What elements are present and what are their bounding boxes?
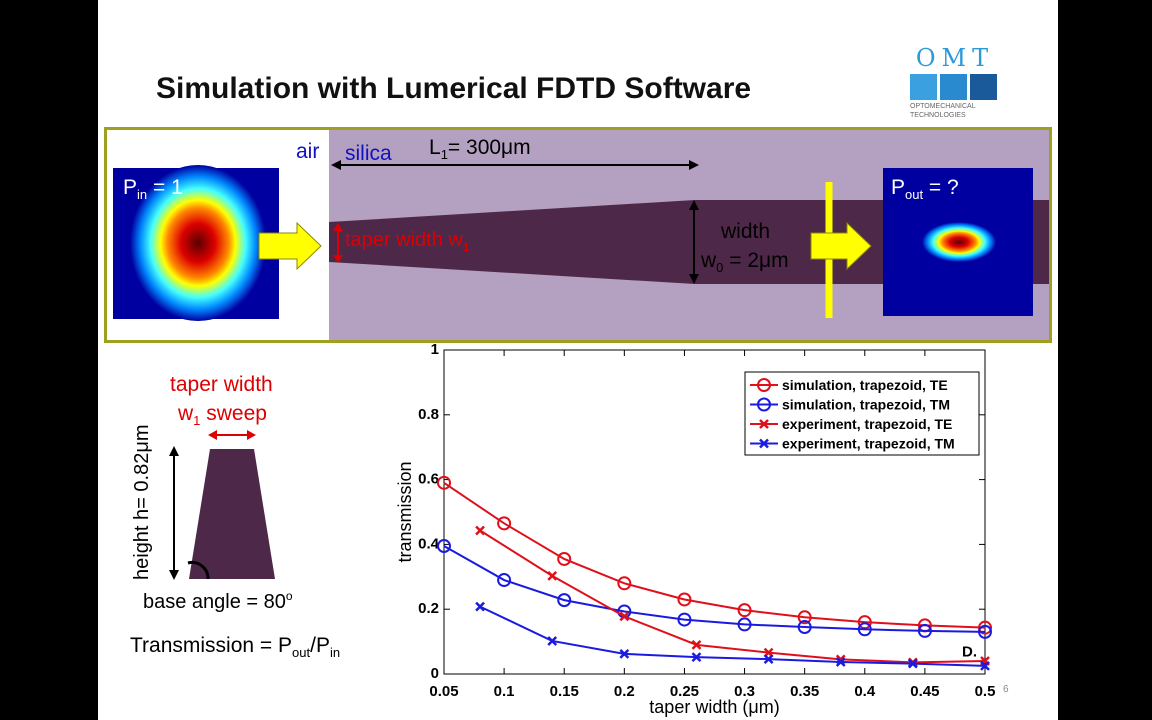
data-point [677,612,692,627]
base-angle-label: base angle = 80o [143,589,293,613]
y-tick-label: 0.2 [418,600,439,617]
data-point [547,570,558,581]
x-tick-label: 0.15 [550,683,579,700]
x-tick-label: 0.05 [429,683,458,700]
y-axis-label: transmission [395,461,415,562]
data-point [797,620,812,635]
silica-label: silica [345,142,392,165]
data-point [437,475,451,490]
data-point [437,539,451,554]
data-point [737,617,752,632]
height-label: height h= 0.82μm [131,424,153,580]
legend-entry: experiment, trapezoid, TE [782,416,952,432]
logo-icons [910,74,1000,100]
p-out-label: Pout = ? [891,176,959,202]
data-point [978,624,992,639]
legend-entry: experiment, trapezoid, TM [782,436,955,452]
p-in-label: Pin = 1 [123,176,183,202]
data-point [497,516,512,531]
input-arrow-icon [258,221,322,271]
x-tick-label: 0.5 [975,683,996,700]
logo-letters: OMT [915,44,995,72]
data-point [617,576,632,591]
data-point [691,652,702,663]
cross-section-diagram: taper width w1 sweep height h= 0.82μm ba… [130,373,340,660]
x-tick-label: 0.2 [614,683,635,700]
x-tick-label: 0.3 [734,683,755,700]
data-point [737,603,752,618]
width-label: width [720,220,770,243]
air-label: air [296,140,319,163]
page-number: 6 [1003,684,1009,695]
omt-logo: OMT OPTOMECHANICAL TECHNOLOGIES [910,44,1000,120]
series-line-0 [443,482,986,629]
waveguide-diagram: air silica L1= 300μm Pin = 1 taper width… [104,127,1052,343]
data-point [980,661,990,671]
taper-width-sweep-line1: taper width [170,373,273,396]
legend [744,371,980,456]
data-point [763,654,774,664]
taper-width-label: taper width w1 [345,229,470,254]
legend-marker [757,378,771,392]
y-tick-label: 1 [431,341,439,358]
transmission-formula: Transmission = Pout/Pin [130,634,340,660]
data-point [797,610,812,625]
legend-marker [757,397,771,412]
taper-waveguide [329,200,1049,284]
series-line-1 [443,545,986,633]
series-line-3 [479,605,986,667]
length-label: L1= 300μm [429,136,531,162]
x-tick-label: 0.25 [670,683,699,700]
data-point [557,551,572,566]
data-point [907,658,918,669]
data-point [835,657,846,667]
legend-entry: simulation, trapezoid, TM [782,397,950,413]
data-point [857,615,872,630]
transmission-chart: 0.05 0.1 0.15 0.2 0.25 0.3 0.35 0.4 0.45 0.5 0 0.2 0… [395,341,1009,717]
logo-subtitle: OPTOMECHANICAL TECHNOLOGIES [910,103,976,119]
x-axis-label: taper width (μm) [649,697,779,717]
data-point [619,649,630,659]
legend-marker [759,419,769,429]
w0-label: w0 = 2μm [700,249,789,275]
legend-marker [759,438,769,449]
data-point [691,639,702,650]
data-point [978,620,992,635]
laser-icon [910,74,937,100]
output-arrow-icon [810,221,872,271]
data-point [619,611,630,622]
data-point [857,622,872,637]
x-tick-label: 0.4 [854,683,876,700]
data-point [475,601,485,612]
y-tick-label: 0.4 [418,535,440,552]
trapezoid-shape [189,449,275,579]
y-tick-label: 0.8 [418,406,439,423]
legend-entry: simulation, trapezoid, TE [782,377,948,393]
slide-title: Simulation with Lumerical FDTD Software [156,72,752,105]
slide: Simulation with Lumerical FDTD Software … [98,0,1058,720]
data-point [547,636,558,646]
y-tick-label: 0.6 [418,471,439,488]
data-point [497,573,512,588]
data-point [677,592,692,607]
x-tick-label: 0.35 [790,683,819,700]
diagram-svg: air silica L1= 300μm Pin = 1 taper width… [107,130,1049,340]
data-point [917,623,932,638]
x-tick-label: 0.45 [910,683,939,700]
y-tick-label: 0 [431,665,439,682]
series-line-2 [479,529,986,664]
data-point [475,525,485,536]
data-point [557,593,572,608]
taper-width-sweep-line2: w1 sweep [177,402,267,428]
gears-icon [940,74,967,100]
annotation: D. [962,643,977,660]
x-tick-label: 0.1 [494,683,515,700]
chip-icon [970,74,997,100]
